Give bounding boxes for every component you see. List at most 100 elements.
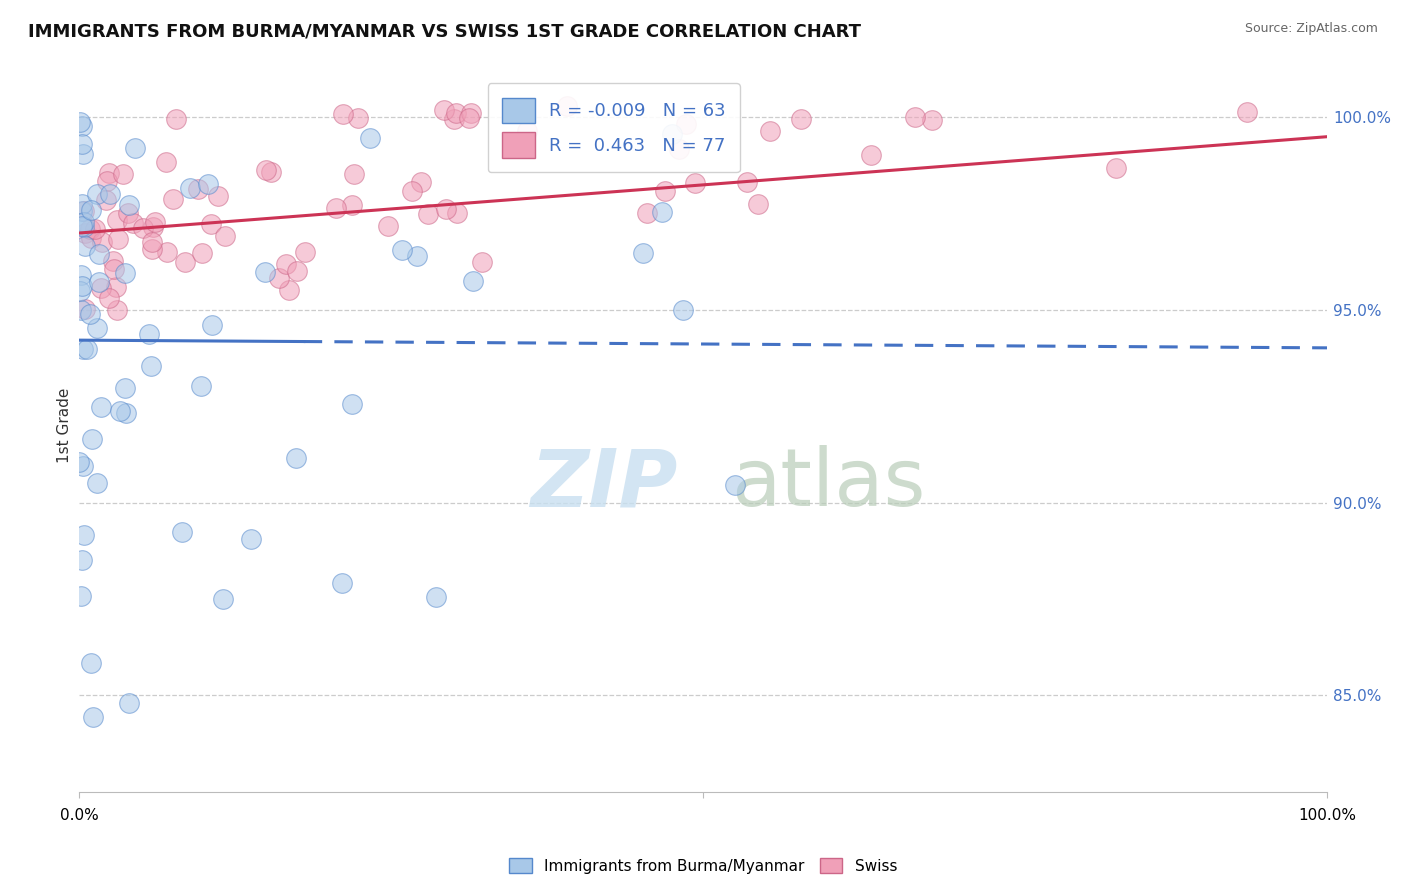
Point xyxy=(207,189,229,203)
Point xyxy=(505,105,527,120)
Point xyxy=(118,696,141,710)
Point xyxy=(69,114,91,128)
Point xyxy=(179,181,201,195)
Point xyxy=(80,203,103,218)
Point xyxy=(138,327,160,342)
Point xyxy=(111,167,134,181)
Point xyxy=(107,231,129,245)
Point xyxy=(73,528,96,542)
Point xyxy=(201,318,224,333)
Point xyxy=(360,131,382,145)
Point xyxy=(332,107,354,121)
Point xyxy=(269,271,291,285)
Point xyxy=(285,451,308,466)
Point xyxy=(70,119,93,133)
Point xyxy=(253,265,276,279)
Point xyxy=(70,203,93,218)
Point xyxy=(457,111,479,125)
Point xyxy=(471,255,494,269)
Point xyxy=(444,106,467,120)
Point xyxy=(69,455,91,469)
Point xyxy=(96,193,118,207)
Point xyxy=(285,264,308,278)
Point xyxy=(254,162,277,177)
Point xyxy=(79,222,101,236)
Legend: R = -0.009   N = 63, R =  0.463   N = 77: R = -0.009 N = 63, R = 0.463 N = 77 xyxy=(488,83,740,172)
Point xyxy=(118,198,141,212)
Point xyxy=(75,302,97,317)
Point xyxy=(675,117,697,131)
Point xyxy=(91,235,114,250)
Point xyxy=(860,148,883,162)
Y-axis label: 1st Grade: 1st Grade xyxy=(58,388,72,464)
Point xyxy=(69,268,91,282)
Point xyxy=(73,204,96,219)
Point xyxy=(122,216,145,230)
Point xyxy=(633,245,655,260)
Point xyxy=(434,202,457,216)
Point xyxy=(683,176,706,190)
Point xyxy=(87,275,110,289)
Point xyxy=(555,99,578,113)
Point xyxy=(166,112,188,126)
Point xyxy=(80,656,103,670)
Point xyxy=(651,205,673,219)
Point xyxy=(1105,161,1128,176)
Point xyxy=(75,226,97,240)
Point xyxy=(103,262,125,277)
Point xyxy=(190,379,212,393)
Point xyxy=(86,321,108,335)
Point xyxy=(654,184,676,198)
Point xyxy=(174,255,197,269)
Point xyxy=(132,220,155,235)
Point xyxy=(69,285,91,299)
Point xyxy=(96,174,118,188)
Point xyxy=(72,219,94,234)
Point xyxy=(325,201,347,215)
Point xyxy=(921,113,943,128)
Point xyxy=(114,266,136,280)
Point xyxy=(903,110,925,124)
Point xyxy=(90,281,112,295)
Point xyxy=(114,407,136,421)
Point xyxy=(142,219,165,234)
Point xyxy=(86,475,108,490)
Point xyxy=(460,106,482,120)
Point xyxy=(82,432,104,446)
Point xyxy=(212,591,235,606)
Point xyxy=(340,397,363,411)
Point xyxy=(70,589,93,603)
Point xyxy=(747,197,769,211)
Point xyxy=(343,167,366,181)
Point xyxy=(260,165,283,179)
Point xyxy=(672,303,695,318)
Point xyxy=(443,112,465,127)
Point xyxy=(90,400,112,414)
Point xyxy=(433,103,456,118)
Point xyxy=(84,222,107,236)
Point xyxy=(141,235,163,250)
Point xyxy=(75,239,97,253)
Text: atlas: atlas xyxy=(731,445,925,524)
Point xyxy=(409,175,432,189)
Point xyxy=(98,292,121,306)
Point xyxy=(277,283,299,297)
Point xyxy=(340,197,363,211)
Point xyxy=(101,253,124,268)
Point xyxy=(274,257,297,271)
Point xyxy=(735,175,758,189)
Point xyxy=(155,154,177,169)
Point xyxy=(668,142,690,156)
Point xyxy=(294,244,316,259)
Point xyxy=(416,207,439,221)
Point xyxy=(107,303,129,318)
Point xyxy=(200,218,222,232)
Point xyxy=(461,274,484,288)
Point xyxy=(73,215,96,229)
Text: ZIP: ZIP xyxy=(530,445,678,524)
Point xyxy=(636,205,658,219)
Point xyxy=(401,184,423,198)
Point xyxy=(330,575,353,590)
Point xyxy=(516,124,538,138)
Point xyxy=(790,112,813,127)
